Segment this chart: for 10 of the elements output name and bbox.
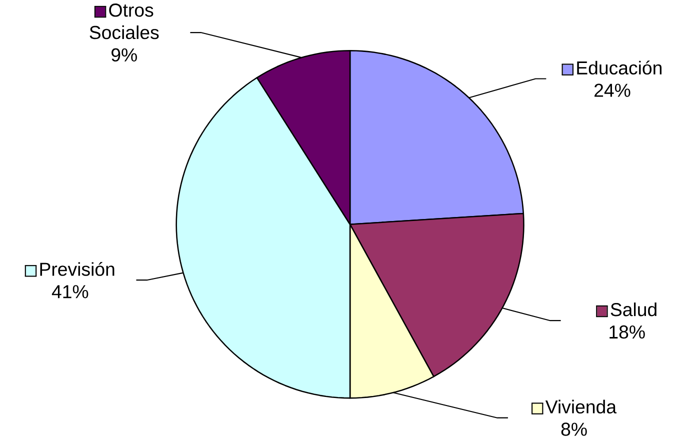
legend-label: Educación xyxy=(577,60,662,74)
data-label: 9% xyxy=(112,48,137,62)
legend-label: Vivienda xyxy=(545,400,617,414)
data-label: 24% xyxy=(594,84,630,97)
data-label: 41% xyxy=(52,284,88,298)
data-label: 18% xyxy=(610,325,645,338)
legend-label: Otros Sociales xyxy=(90,3,159,39)
legend-label: Previsión xyxy=(40,262,114,276)
legend-label: Salud xyxy=(610,302,656,316)
data-label: 8% xyxy=(561,422,587,436)
